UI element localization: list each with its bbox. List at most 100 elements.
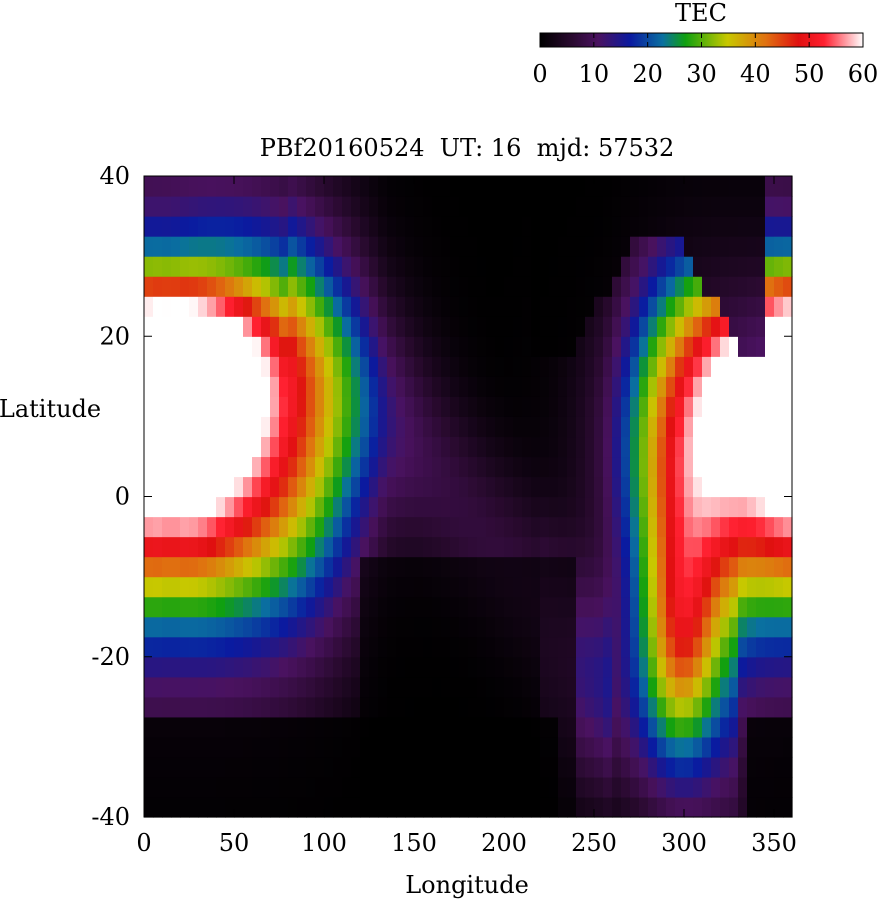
heatmap-cell <box>666 276 676 297</box>
heatmap-cell <box>288 476 298 498</box>
heatmap-cell <box>675 396 685 417</box>
heatmap-cell <box>504 376 514 397</box>
heatmap-cell <box>153 656 163 678</box>
heatmap-cell <box>378 776 388 798</box>
heatmap-cell <box>306 316 316 337</box>
heatmap-cell <box>675 216 685 237</box>
heatmap-cell <box>576 696 586 718</box>
heatmap-cell <box>450 636 460 658</box>
heatmap-cell <box>558 736 568 758</box>
heatmap-cell <box>144 736 154 758</box>
heatmap-cell <box>207 236 217 257</box>
heatmap-cell <box>585 416 595 438</box>
heatmap-cell <box>621 336 631 357</box>
heatmap-cell <box>549 736 559 758</box>
heatmap-cell <box>765 396 775 417</box>
heatmap-cell <box>549 456 559 478</box>
heatmap-cell <box>351 756 361 778</box>
heatmap-cell <box>405 376 415 397</box>
heatmap-cell <box>468 796 478 818</box>
heatmap-cell <box>405 656 415 678</box>
heatmap-cell <box>189 676 199 698</box>
heatmap-cell <box>729 756 739 778</box>
heatmap-cell <box>486 656 496 678</box>
heatmap-cell <box>333 656 343 678</box>
heatmap-cell <box>549 356 559 377</box>
heatmap-cell <box>702 696 712 718</box>
heatmap-cell <box>351 256 361 277</box>
heatmap-cell <box>162 296 172 317</box>
heatmap-cell <box>639 256 649 277</box>
heatmap-cell <box>774 576 784 598</box>
heatmap-cell <box>450 456 460 478</box>
heatmap-cell <box>153 256 163 277</box>
heatmap-cell <box>297 176 307 197</box>
heatmap-cell <box>405 416 415 438</box>
heatmap-cell <box>612 176 622 197</box>
heatmap-cell <box>684 216 694 237</box>
heatmap-cell <box>198 656 208 678</box>
heatmap-cell <box>342 276 352 297</box>
heatmap-cell <box>576 296 586 317</box>
heatmap-cell <box>423 556 433 578</box>
heatmap-cell <box>414 536 424 558</box>
heatmap-cell <box>738 316 748 337</box>
heatmap-cell <box>747 316 757 337</box>
heatmap-cell <box>522 416 532 438</box>
heatmap-cell <box>234 776 244 798</box>
heatmap-cell <box>405 296 415 317</box>
heatmap-cell <box>279 216 289 237</box>
heatmap-cell <box>261 356 271 377</box>
heatmap-cell <box>693 196 703 217</box>
heatmap-cell <box>747 656 757 678</box>
heatmap-cell <box>270 556 280 578</box>
heatmap-cell <box>630 436 640 458</box>
heatmap-cell <box>576 356 586 377</box>
heatmap-cell <box>612 276 622 297</box>
heatmap-cell <box>513 396 523 417</box>
heatmap-cell <box>540 536 550 558</box>
heatmap-cell <box>441 616 451 638</box>
heatmap-cell <box>720 716 730 738</box>
heatmap-cell <box>153 696 163 718</box>
heatmap-cell <box>531 556 541 578</box>
heatmap-cell <box>513 276 523 297</box>
heatmap-cell <box>549 796 559 818</box>
heatmap-cell <box>621 436 631 458</box>
heatmap-cell <box>162 416 172 438</box>
heatmap-cell <box>540 336 550 357</box>
heatmap-cell <box>549 436 559 458</box>
heatmap-cell <box>396 516 406 538</box>
heatmap-cell <box>648 796 658 818</box>
heatmap-cell <box>558 616 568 638</box>
heatmap-cell <box>468 736 478 758</box>
heatmap-cell <box>324 396 334 417</box>
heatmap-cell <box>675 556 685 578</box>
heatmap-cell <box>522 276 532 297</box>
heatmap-cell <box>549 276 559 297</box>
heatmap-cell <box>180 696 190 718</box>
heatmap-cell <box>765 216 775 237</box>
heatmap-cell <box>639 416 649 438</box>
heatmap-cell <box>342 656 352 678</box>
heatmap-cell <box>774 636 784 658</box>
heatmap-cell <box>594 576 604 598</box>
heatmap-cell <box>513 576 523 598</box>
heatmap-cell <box>261 616 271 638</box>
heatmap-cell <box>297 636 307 658</box>
heatmap-cell <box>441 196 451 217</box>
heatmap-cell <box>432 496 442 518</box>
heatmap-cell <box>162 216 172 237</box>
heatmap-cell <box>297 556 307 578</box>
heatmap-cell <box>774 536 784 558</box>
heatmap-cell <box>414 516 424 538</box>
heatmap-cell <box>747 276 757 297</box>
heatmap-cell <box>666 696 676 718</box>
heatmap-cell <box>531 756 541 778</box>
heatmap-cell <box>225 416 235 438</box>
heatmap-cell <box>522 456 532 478</box>
heatmap-cell <box>297 296 307 317</box>
heatmap-cell <box>432 356 442 377</box>
heatmap-cell <box>432 516 442 538</box>
